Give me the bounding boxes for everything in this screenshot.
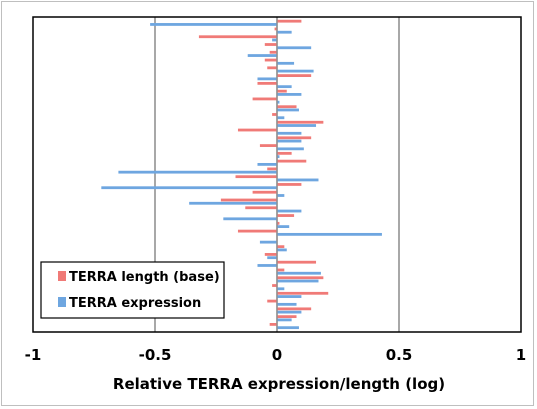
- bar-terra-length: [267, 66, 277, 70]
- x-tick-label: 0.5: [386, 346, 413, 364]
- legend-swatch: [58, 297, 66, 307]
- bar-terra-expression: [277, 194, 285, 197]
- bars: [101, 17, 382, 332]
- bar-terra-expression: [277, 310, 302, 314]
- bar-terra-length: [264, 43, 277, 46]
- bar-terra-expression: [277, 93, 302, 96]
- bar-terra-expression: [247, 54, 277, 57]
- bar-terra-length: [277, 74, 312, 78]
- bar-terra-expression: [277, 124, 317, 127]
- bar-terra-expression: [257, 264, 277, 267]
- bar-terra-length: [252, 97, 277, 101]
- bar-terra-length: [272, 284, 277, 287]
- bar-terra-length: [264, 253, 277, 256]
- bar-terra-length: [277, 151, 292, 155]
- bar-terra-expression: [277, 302, 297, 306]
- bar-terra-length: [277, 136, 312, 140]
- bar-terra-length: [274, 27, 277, 31]
- bar-terra-length: [277, 291, 329, 295]
- bar-terra-expression: [277, 287, 285, 291]
- bar-terra-expression: [277, 225, 290, 228]
- bar-terra-expression: [277, 69, 314, 73]
- legend: TERRA length (base) TERRA expression: [40, 261, 225, 319]
- bar-terra-expression: [277, 147, 304, 151]
- bar-terra-length: [269, 323, 277, 326]
- bar-terra-length: [277, 159, 307, 163]
- plot-area-border: [32, 16, 522, 333]
- bar-terra-expression: [277, 85, 292, 89]
- bar-terra-expression: [223, 217, 277, 221]
- bar-terra-expression: [277, 30, 292, 34]
- x-axis-ticks: -1 -0.5 0 0.5 1: [25, 346, 527, 364]
- x-tick-label: 1: [516, 346, 526, 364]
- bar-terra-length: [237, 229, 277, 233]
- bar-terra-length: [259, 144, 277, 147]
- legend-label: TERRA length (base): [69, 270, 220, 285]
- x-tick-label: -1: [25, 346, 42, 364]
- bar-terra-expression: [277, 46, 312, 50]
- bar-terra-length: [277, 260, 317, 264]
- bar-terra-length: [220, 198, 277, 202]
- bar-terra-expression: [277, 318, 292, 322]
- x-tick-label: 0: [272, 346, 282, 364]
- bar-terra-length: [252, 190, 277, 194]
- legend-swatch: [58, 271, 66, 281]
- bar-terra-expression: [277, 232, 382, 236]
- bar-terra-expression: [277, 108, 299, 112]
- bar-terra-expression: [277, 61, 295, 65]
- bar-terra-length: [267, 167, 277, 171]
- bar-terra-expression: [257, 162, 277, 166]
- bar-terra-length: [277, 105, 297, 109]
- bar-terra-length: [277, 183, 302, 186]
- x-tick-label: -0.5: [139, 346, 172, 364]
- legend-label: TERRA expression: [69, 296, 201, 311]
- bar-terra-expression: [277, 295, 302, 298]
- bar-terra-expression: [277, 271, 321, 275]
- bar-terra-length: [272, 113, 277, 116]
- bar-terra-length: [235, 175, 277, 179]
- legend-box: [40, 261, 225, 319]
- bar-terra-expression: [277, 279, 319, 283]
- bar-terra-expression: [189, 201, 277, 205]
- bar-terra-length: [245, 206, 277, 210]
- bar-terra-expression: [150, 23, 277, 26]
- bar-terra-expression: [277, 116, 285, 120]
- bar-terra-length: [269, 50, 277, 54]
- bar-terra-expression: [277, 100, 280, 104]
- bar-terra-length: [277, 268, 285, 272]
- bar-terra-length: [277, 276, 324, 280]
- bar-terra-length: [267, 299, 277, 303]
- bar-terra-expression: [118, 170, 278, 174]
- bar-terra-expression: [277, 326, 299, 330]
- bar-terra-length: [277, 19, 302, 23]
- bar-terra-length: [277, 315, 297, 319]
- bar-terra-expression: [267, 256, 277, 260]
- bar-terra-expression: [272, 38, 277, 42]
- bar-terra-length: [198, 35, 277, 39]
- bar-terra-length: [237, 128, 277, 132]
- bar-terra-expression: [277, 155, 280, 159]
- bar-terra-length: [277, 214, 295, 217]
- bar-terra-expression: [277, 178, 319, 182]
- bar-terra-length: [277, 120, 324, 124]
- bar-terra-length: [277, 245, 285, 249]
- bar-terra-expression: [277, 209, 302, 213]
- bar-terra-expression: [259, 240, 277, 244]
- bar-terra-length: [257, 81, 277, 85]
- bar-terra-expression: [257, 77, 277, 81]
- bar-terra-expression: [277, 139, 302, 143]
- bar-terra-length: [264, 58, 277, 62]
- x-axis-title: Relative TERRA expression/length (log): [113, 375, 445, 393]
- bar-terra-expression: [277, 248, 287, 252]
- bar-terra-expression: [101, 186, 277, 190]
- bar-terra-length: [277, 89, 287, 93]
- bar-terra-length: [277, 221, 280, 225]
- bar-terra-length: [277, 307, 312, 311]
- bar-terra-expression: [277, 131, 302, 135]
